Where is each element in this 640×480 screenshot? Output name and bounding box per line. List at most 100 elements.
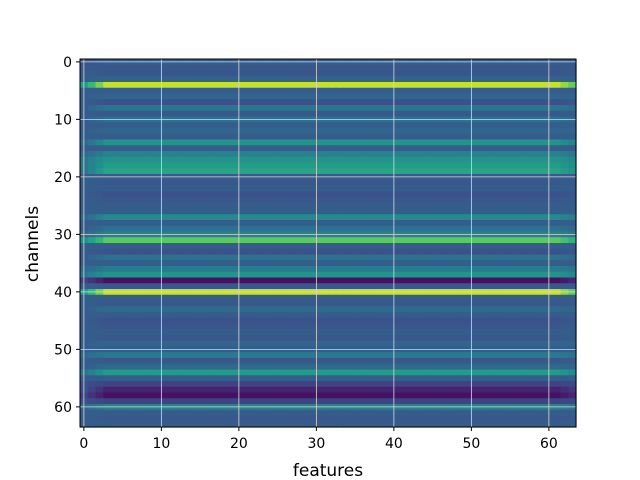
heatmap-cell <box>289 133 298 141</box>
heatmap-cell <box>475 398 484 405</box>
heatmap-cell <box>483 306 492 313</box>
heatmap-cell <box>118 70 128 77</box>
heatmap-cell <box>149 225 159 233</box>
heatmap-cell <box>227 220 236 227</box>
heatmap-cell <box>304 415 314 422</box>
heatmap-cell <box>428 128 438 135</box>
heatmap-cell <box>359 105 368 112</box>
heatmap-cell <box>281 191 290 198</box>
heatmap-cell <box>552 300 562 307</box>
heatmap-cell <box>250 352 259 359</box>
heatmap-cell <box>483 145 492 152</box>
heatmap-cell <box>180 381 190 388</box>
heatmap-cell <box>459 145 469 152</box>
heatmap-cell <box>204 248 213 256</box>
heatmap-cell <box>382 208 391 215</box>
heatmap-cell <box>165 93 174 100</box>
heatmap-cell <box>95 260 104 267</box>
heatmap-cell <box>506 64 515 72</box>
heatmap-cell <box>374 398 383 405</box>
heatmap-cell <box>242 317 252 325</box>
heatmap-cell <box>514 243 523 250</box>
heatmap-cell <box>359 375 368 382</box>
heatmap-cell <box>304 225 314 233</box>
heatmap-cell <box>421 139 430 146</box>
heatmap-cell <box>188 110 197 118</box>
heatmap-cell <box>328 105 337 112</box>
heatmap-cell <box>475 266 484 273</box>
heatmap-cell <box>126 225 135 233</box>
heatmap-cell <box>552 363 562 371</box>
heatmap-cell <box>165 294 174 302</box>
heatmap-cell <box>506 70 515 77</box>
heatmap-cell <box>111 266 120 273</box>
heatmap-cell <box>560 421 569 428</box>
heatmap-cell <box>250 243 259 250</box>
heatmap-cell <box>87 243 97 250</box>
heatmap-cell <box>397 185 407 192</box>
heatmap-cell <box>266 306 275 313</box>
heatmap-cell <box>366 208 376 215</box>
heatmap-cell <box>397 82 407 89</box>
heatmap-cell <box>266 271 275 279</box>
heatmap-cell <box>281 260 290 267</box>
heatmap-cell <box>359 162 368 169</box>
heatmap-cell <box>521 363 531 371</box>
heatmap-cell <box>196 139 205 146</box>
heatmap-cell <box>196 415 205 422</box>
heatmap-cell <box>436 266 445 273</box>
heatmap-cell <box>250 197 259 204</box>
heatmap-cell <box>126 93 135 100</box>
heatmap-cell <box>149 277 159 284</box>
heatmap-cell <box>242 398 252 405</box>
heatmap-cell <box>506 352 515 359</box>
heatmap-cell <box>180 93 190 100</box>
heatmap-cell <box>273 254 283 261</box>
heatmap-cell <box>560 237 569 244</box>
heatmap-cell <box>242 323 252 330</box>
heatmap-cell <box>196 185 205 192</box>
heatmap-cell <box>297 105 306 112</box>
heatmap-cell <box>204 202 213 210</box>
heatmap-cell <box>537 139 546 146</box>
heatmap-cell <box>490 398 500 405</box>
heatmap-cell <box>219 93 228 100</box>
heatmap-cell <box>459 76 469 83</box>
heatmap-cell <box>506 283 515 290</box>
heatmap-cell <box>413 128 422 135</box>
heatmap-cell <box>103 260 112 267</box>
heatmap-cell <box>374 93 383 100</box>
heatmap-cell <box>428 277 438 284</box>
heatmap-cell <box>297 340 306 348</box>
heatmap-cell <box>250 179 259 187</box>
heatmap-cell <box>173 415 182 422</box>
heatmap-cell <box>266 392 275 399</box>
heatmap-cell <box>320 76 329 83</box>
heatmap-cell <box>165 191 174 198</box>
heatmap-cell <box>374 162 383 169</box>
heatmap-cell <box>250 323 259 330</box>
heatmap-cell <box>537 254 546 261</box>
heatmap-cell <box>366 128 376 135</box>
heatmap-cell <box>560 312 569 319</box>
heatmap-cell <box>382 266 391 273</box>
heatmap-cell <box>428 294 438 302</box>
heatmap-cell <box>560 214 569 221</box>
heatmap-cell <box>475 300 484 307</box>
heatmap-cell <box>188 64 197 72</box>
heatmap-cell <box>204 225 213 233</box>
heatmap-cell <box>490 375 500 382</box>
heatmap-cell <box>266 225 275 233</box>
heatmap-cell <box>397 369 407 376</box>
heatmap-cell <box>351 139 360 146</box>
heatmap-cell <box>459 392 469 399</box>
heatmap-cell <box>258 358 267 365</box>
heatmap-cell <box>266 323 275 330</box>
heatmap-cell <box>87 208 97 215</box>
heatmap-cell <box>529 179 538 187</box>
heatmap-cell <box>173 145 182 152</box>
heatmap-cell <box>258 271 267 279</box>
heatmap-cell <box>118 306 128 313</box>
heatmap-cell <box>297 70 306 77</box>
heatmap-cell <box>219 128 228 135</box>
